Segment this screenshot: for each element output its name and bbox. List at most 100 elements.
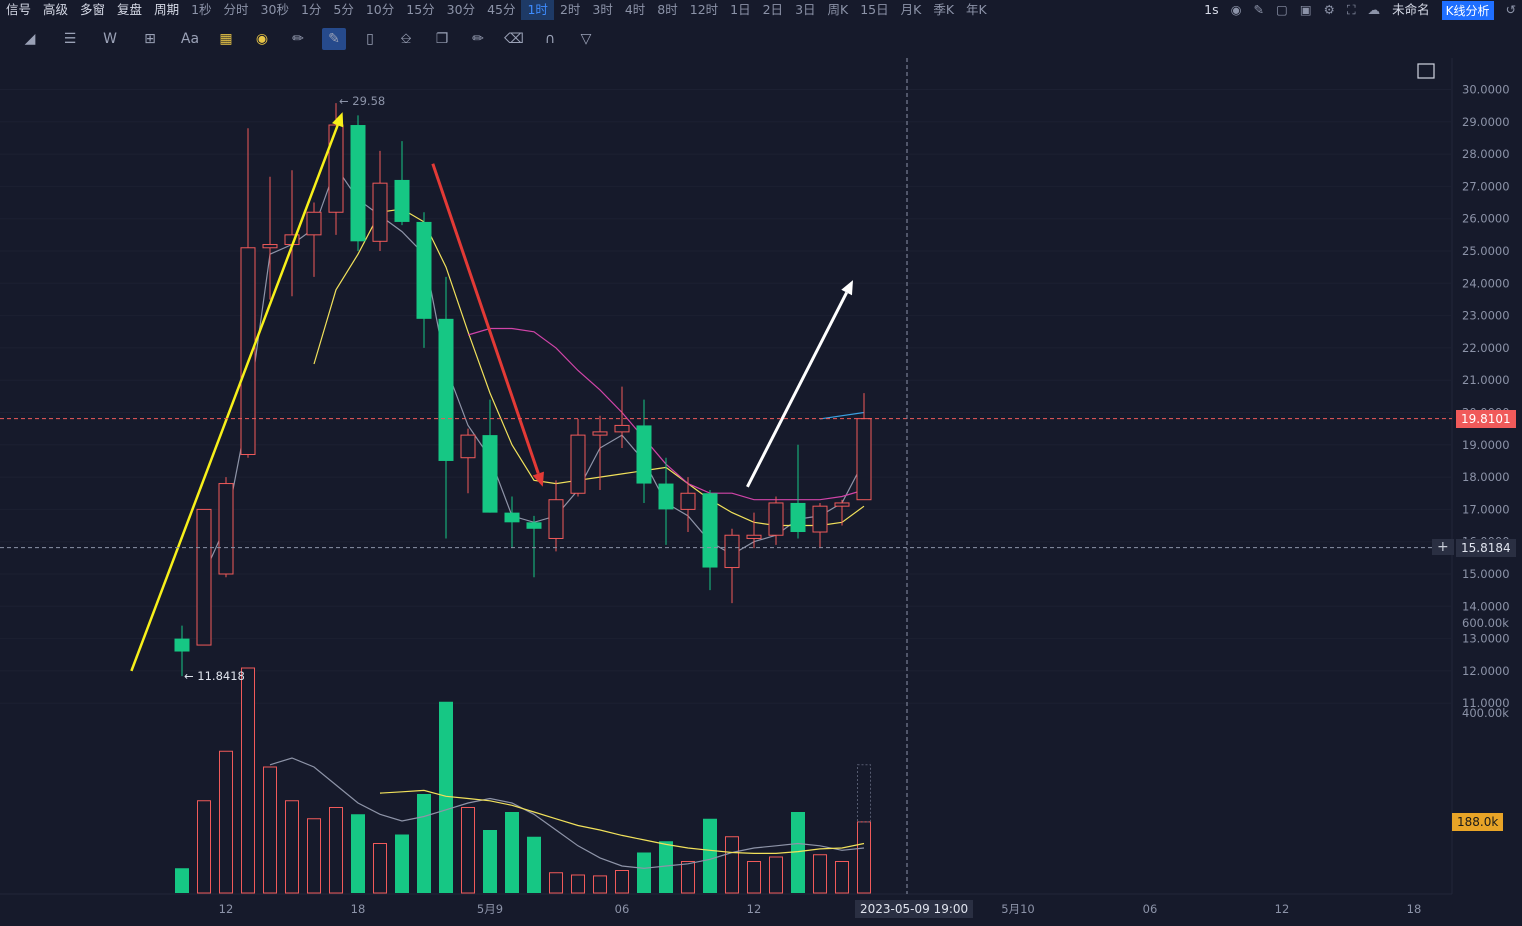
multi-window-button[interactable]: 多窗 xyxy=(80,2,106,17)
interval-1m[interactable]: 1分 xyxy=(300,2,322,17)
candle-body xyxy=(856,418,872,501)
replay-button[interactable]: 复盘 xyxy=(117,2,143,17)
x-tick-label: 18 xyxy=(1407,902,1422,916)
refresh-interval[interactable]: 1s xyxy=(1204,2,1219,17)
y-tick-label: 11.0000 xyxy=(1462,696,1510,710)
price-axis: 30.0000 29.0000 28.0000 27.0000 26.0000 25.00… xyxy=(1462,83,1510,721)
candle-style-icon[interactable]: ▯ xyxy=(366,31,374,47)
candle-body xyxy=(636,425,652,484)
interval-30s[interactable]: 30秒 xyxy=(260,2,289,17)
advanced-button[interactable]: 高级 xyxy=(43,2,69,17)
crosshair-time-tag: 2023-05-09 19:00 xyxy=(855,900,974,918)
interval-2h[interactable]: 2时 xyxy=(559,2,581,17)
interval-year[interactable]: 年K xyxy=(966,2,987,17)
candle-body xyxy=(394,179,410,222)
volume-bar xyxy=(637,852,651,893)
interval-month[interactable]: 月K xyxy=(900,2,922,17)
trend-arrow-line xyxy=(431,163,540,475)
interval-45m[interactable]: 45分 xyxy=(487,2,516,17)
top-toolbar: 信号 高级 多窗 复盘 周期 1秒 分时 30秒 1分 5分 10分 15分 3… xyxy=(0,0,1522,20)
low-label: ← 11.8418 xyxy=(184,669,245,683)
gann-icon[interactable]: ◉ xyxy=(255,31,269,47)
candle-body xyxy=(306,211,322,236)
trash-icon[interactable]: ⌫ xyxy=(504,31,524,47)
volume-bar xyxy=(483,830,497,893)
cloud-icon: ☁ xyxy=(1367,2,1381,17)
layout-name[interactable]: 未命名 xyxy=(1392,2,1430,17)
edit-icon[interactable]: ✏ xyxy=(472,31,484,47)
parallel-line-icon[interactable]: ☰ xyxy=(63,31,77,47)
text-icon[interactable]: Aa xyxy=(180,31,200,47)
interval-15m[interactable]: 15分 xyxy=(406,2,435,17)
volume-bar xyxy=(461,807,475,894)
interval-week[interactable]: 周K xyxy=(827,2,849,17)
candle-body xyxy=(460,434,476,459)
candle-body xyxy=(526,522,542,529)
volume-bar xyxy=(219,750,233,894)
candle-body xyxy=(746,534,762,539)
trend-arrow-head xyxy=(841,280,853,296)
interval-3h[interactable]: 3时 xyxy=(592,2,613,17)
brush-icon[interactable]: ✎ xyxy=(322,28,346,50)
candle-body xyxy=(834,502,850,507)
ruler-icon[interactable]: ✏ xyxy=(292,31,304,47)
interval-15d[interactable]: 15日 xyxy=(860,2,889,17)
fullscreen-icon[interactable]: ⛶ xyxy=(1346,2,1356,17)
line-tool-icon[interactable]: ◢ xyxy=(24,31,36,47)
volume-bar xyxy=(549,872,563,894)
interval-1s[interactable]: 1秒 xyxy=(191,2,212,17)
x-tick-label: 5月10 xyxy=(1001,902,1034,916)
y-tick-label: 12.0000 xyxy=(1462,664,1510,678)
volume-bar xyxy=(593,875,607,894)
price-chart[interactable]: 30.0000 29.0000 28.0000 27.0000 26.0000 25.00… xyxy=(0,58,1522,926)
y-tick-label: 13.0000 xyxy=(1462,632,1510,646)
interval-2d[interactable]: 2日 xyxy=(762,2,784,17)
x-tick-label: 06 xyxy=(1143,902,1158,916)
candle-body xyxy=(658,483,674,510)
y-tick-label: 22.0000 xyxy=(1462,341,1510,355)
interval-10m[interactable]: 10分 xyxy=(365,2,395,17)
volume-bar xyxy=(329,807,343,894)
add-alert-icon[interactable]: + xyxy=(1432,538,1454,555)
interval-3d[interactable]: 3日 xyxy=(795,2,816,17)
volume-bar xyxy=(615,870,629,894)
candle-body xyxy=(592,431,608,436)
pencil-icon[interactable]: ✎ xyxy=(1253,2,1265,17)
screen-icon[interactable]: ▣ xyxy=(1299,2,1312,17)
y-tick-label: 29.0000 xyxy=(1462,115,1510,129)
ma-blue-line xyxy=(819,411,865,420)
magnet-icon[interactable]: ∩ xyxy=(544,31,556,47)
filter-icon[interactable]: ▽ xyxy=(580,31,592,47)
volume-bar xyxy=(285,800,299,894)
volume-tick-label: 400.00k xyxy=(1462,706,1509,720)
fib-icon[interactable]: ▦ xyxy=(219,31,233,47)
interval-1h[interactable]: 1时 xyxy=(521,0,554,20)
settings-icon[interactable]: ⚙ xyxy=(1323,2,1335,17)
wave-icon[interactable]: W xyxy=(103,31,117,47)
kline-analysis-button[interactable]: K线分析 xyxy=(1441,0,1494,20)
interval-8h[interactable]: 8时 xyxy=(657,2,678,17)
volume-bar xyxy=(681,861,695,894)
interval-5m[interactable]: 5分 xyxy=(333,2,354,17)
signal-button[interactable]: 信号 xyxy=(6,2,32,17)
share-icon[interactable]: ↺ xyxy=(1505,2,1516,17)
camera-icon[interactable]: ◉ xyxy=(1230,2,1242,17)
layout-icon[interactable]: ▢ xyxy=(1276,2,1288,17)
y-tick-label: 23.0000 xyxy=(1462,309,1510,323)
x-tick-label: 18 xyxy=(351,902,366,916)
expand-icon[interactable] xyxy=(1417,63,1435,79)
lock-icon[interactable]: ⎒ xyxy=(400,31,412,47)
interval-12h[interactable]: 12时 xyxy=(689,2,719,17)
interval-4h[interactable]: 4时 xyxy=(624,2,646,17)
time-axis: 12 18 5月9 06 12 5月10 06 12 18 xyxy=(219,902,1422,916)
interval-30m[interactable]: 30分 xyxy=(446,2,476,17)
candle-body xyxy=(262,244,278,249)
period-dropdown[interactable]: 周期 xyxy=(154,2,180,17)
add-indicator-icon[interactable]: ⊞ xyxy=(144,31,156,47)
y-tick-label: 27.0000 xyxy=(1462,179,1510,193)
interval-timeshare[interactable]: 分时 xyxy=(223,2,249,17)
copy-icon[interactable]: ❐ xyxy=(435,31,449,47)
interval-quarter[interactable]: 季K xyxy=(933,2,955,17)
interval-1d[interactable]: 1日 xyxy=(730,2,751,17)
candle-body xyxy=(504,512,520,523)
